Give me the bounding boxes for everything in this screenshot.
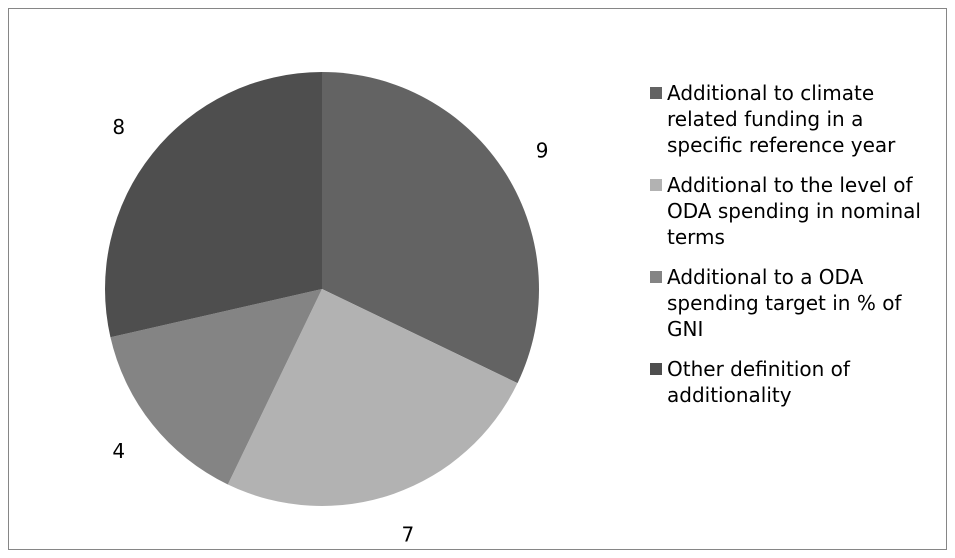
legend-label: Other definition of additionality bbox=[667, 357, 850, 407]
legend-swatch bbox=[650, 179, 662, 191]
legend-item: Additional to a ODA spending target in %… bbox=[650, 264, 950, 342]
data-label: 9 bbox=[536, 139, 549, 163]
data-label: 7 bbox=[402, 522, 415, 546]
pie-slice bbox=[227, 289, 518, 506]
data-label: 8 bbox=[112, 115, 125, 139]
data-label: 4 bbox=[112, 439, 125, 463]
pie-slice bbox=[104, 72, 322, 338]
legend-label: Additional to climate related funding in… bbox=[667, 81, 896, 157]
legend-swatch bbox=[650, 271, 662, 283]
legend-swatch bbox=[650, 363, 662, 375]
legend: Additional to climate related funding in… bbox=[650, 80, 950, 422]
legend-label: Additional to a ODA spending target in %… bbox=[667, 265, 902, 341]
legend-item: Other definition of additionality bbox=[650, 356, 950, 408]
pie-slice bbox=[322, 72, 539, 384]
pie-slice bbox=[110, 289, 322, 485]
legend-label: Additional to the level of ODA spending … bbox=[667, 173, 921, 249]
legend-swatch bbox=[650, 87, 662, 99]
legend-item: Additional to climate related funding in… bbox=[650, 80, 950, 158]
legend-item: Additional to the level of ODA spending … bbox=[650, 172, 950, 250]
